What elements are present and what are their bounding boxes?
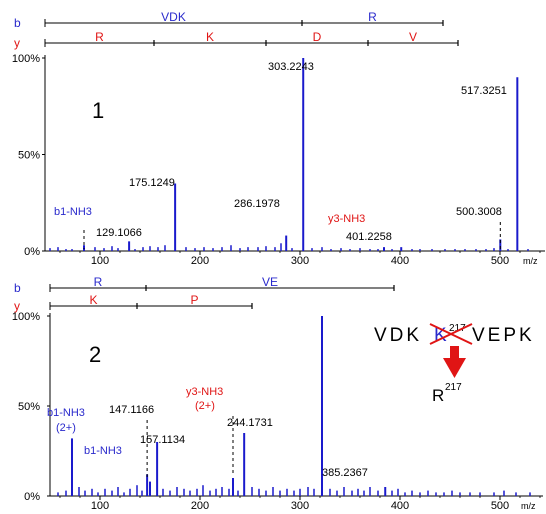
ladder-segment-label: VE — [262, 275, 278, 289]
peak-label: 129.1066 — [96, 227, 142, 239]
x-tick-label: 400 — [391, 500, 409, 512]
peak-label: b1-NH3 — [84, 445, 122, 457]
peak-label: 286.1978 — [234, 198, 280, 210]
peak-label: 517.3251 — [461, 85, 507, 97]
peak-label: y3-NH3 — [328, 213, 365, 225]
y-tick-label: 100% — [12, 53, 40, 65]
ladder-segment-label: P — [190, 293, 198, 307]
arrow-down-icon — [443, 358, 466, 378]
ladder-segment-label: D — [313, 30, 322, 44]
peak-label: 401.2258 — [346, 231, 392, 243]
x-tick-label: 500 — [491, 500, 509, 512]
panel-label: 1 — [92, 98, 104, 123]
x-tick-label: 400 — [391, 255, 409, 267]
ladder-segment-label: K — [206, 30, 214, 44]
peak-label: 303.2243 — [268, 61, 314, 73]
peak-label: b1-NH3 — [54, 206, 92, 218]
peak-label: 147.1166 — [109, 404, 154, 416]
arrow-shaft — [450, 346, 459, 358]
x-tick-label: 500 — [491, 255, 509, 267]
ion-series-label-y: y — [14, 299, 20, 313]
peak-label: y3-NH3 (2+) — [186, 386, 223, 412]
y-tick-label: 50% — [18, 150, 40, 162]
replacement-superscript: 217 — [445, 382, 462, 393]
ladder-segment-label: R — [368, 10, 377, 24]
ladder-segment-label: K — [89, 293, 97, 307]
y-tick-label: 0% — [24, 246, 40, 258]
y-tick-label: 50% — [18, 401, 40, 413]
y-tick-label: 0% — [24, 491, 40, 503]
ladder-segment-label: V — [409, 30, 417, 44]
x-tick-label: 300 — [291, 500, 309, 512]
peak-label: 385.2367 — [322, 467, 368, 479]
spectrum-panel-1: b VDK Ry R K D V 0% 50% 100% 100 200 300 400 500 m/z 1 b1… — [12, 10, 545, 267]
x-tick-label: 100 — [91, 500, 109, 512]
x-axis-label: m/z — [521, 501, 536, 511]
peak-label: 157.1134 — [140, 434, 185, 446]
ion-series-label-b: b — [14, 16, 21, 30]
ion-series-label-y: y — [14, 36, 20, 50]
sequence-before-text: VDK — [374, 325, 422, 346]
crossed-residue-superscript: 217 — [449, 323, 466, 334]
ladder-segment-label: R — [95, 30, 104, 44]
replacement-residue-text: R — [432, 386, 444, 405]
panel-label: 2 — [89, 342, 101, 367]
peak-label: 244.1731 — [227, 417, 273, 429]
x-tick-label: 200 — [191, 500, 209, 512]
ladder-segment-label: VDK — [161, 10, 186, 24]
cross-line-2 — [429, 323, 473, 345]
peak-label: b1-NH3 (2+) — [47, 407, 85, 434]
ion-series-label-b: b — [14, 281, 21, 295]
x-tick-label: 200 — [191, 255, 209, 267]
sequence-after-text: VEPK — [472, 325, 535, 346]
mutation-annotation: VDK K 217 VEPK R 217 — [374, 323, 535, 405]
spectrum-panel-2: b R VE y K P 0% 50% 100% 100 200 300 400 500 m/z 2 b1-NH… — [12, 275, 543, 512]
peak-label: 175.1249 — [129, 177, 175, 189]
peak-label: 500.3008 — [456, 206, 502, 218]
x-axis-label: m/z — [523, 256, 538, 266]
x-tick-label: 300 — [291, 255, 309, 267]
y-tick-label: 100% — [12, 311, 40, 323]
x-tick-label: 100 — [91, 255, 109, 267]
ladder-segment-label: R — [94, 275, 103, 289]
